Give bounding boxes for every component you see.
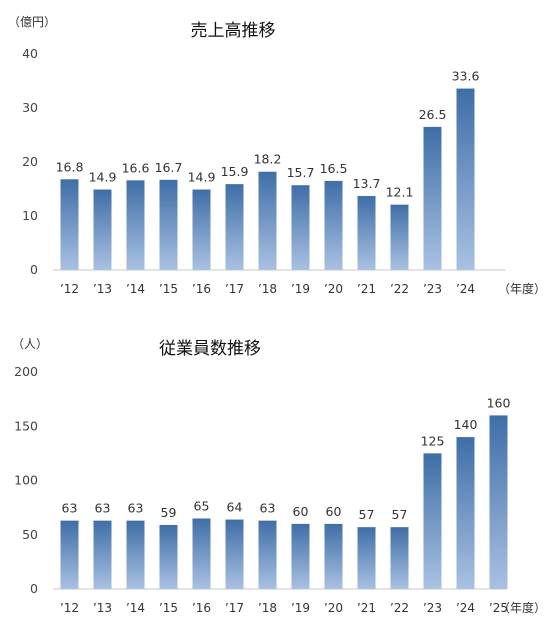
x-category-label: ’25 [489,601,508,615]
bar [60,520,79,589]
bar-value-label: 15.7 [287,165,315,180]
x-category-label: ’22 [390,601,409,615]
x-category-label: ’21 [357,601,376,615]
x-category-label: ’13 [93,282,112,296]
bar-value-label: 64 [227,500,243,515]
y-tick-label: 0 [30,581,38,596]
bar [93,520,112,589]
y-axis-unit-label: （人） [12,337,48,351]
x-category-label: ’14 [126,601,145,615]
bar-value-label: 65 [194,498,210,513]
x-category-label: ’12 [60,601,79,615]
x-category-label: ’12 [60,282,79,296]
bar [225,519,244,589]
x-category-label: ’24 [456,601,475,615]
bar [489,415,508,589]
x-category-label: ’19 [291,601,310,615]
bar-value-label: 125 [421,433,445,448]
bar-value-label: 63 [260,501,276,516]
y-tick-label: 40 [22,46,38,61]
bar [159,179,178,270]
x-category-label: ’20 [324,282,343,296]
bar-value-label: 16.5 [320,161,348,176]
bar [93,189,112,270]
bar [258,171,277,270]
bar [60,179,79,270]
bar-value-label: 16.7 [155,160,183,175]
bar-value-label: 14.9 [188,170,216,185]
y-tick-label: 150 [14,418,38,433]
bar-value-label: 14.9 [89,170,117,185]
bar [291,523,310,589]
x-category-label: ’16 [192,601,211,615]
y-tick-label: 0 [30,262,38,277]
bar-value-label: 60 [326,504,342,519]
bar [324,180,343,270]
bar-value-label: 33.6 [452,69,480,84]
bar [225,184,244,270]
x-category-label: ’17 [225,601,244,615]
y-tick-label: 200 [14,364,38,379]
bar [423,453,442,589]
bar [390,527,409,589]
x-category-label: ’13 [93,601,112,615]
bar [192,518,211,589]
bar-value-label: 26.5 [419,107,447,122]
bar [258,520,277,589]
y-tick-label: 50 [22,527,38,542]
bar [159,524,178,589]
bar [357,527,376,589]
bar [126,180,145,270]
bar [291,185,310,270]
bar-value-label: 63 [128,501,144,516]
x-category-label: ’21 [357,282,376,296]
bar-value-label: 63 [62,501,78,516]
y-tick-label: 30 [22,100,38,115]
bar-value-label: 16.6 [122,160,150,175]
x-category-label: ’14 [126,282,145,296]
bar-value-label: 60 [293,504,309,519]
bar-value-label: 15.9 [221,164,249,179]
x-category-label: ’17 [225,282,244,296]
bar-value-label: 57 [392,507,408,522]
x-category-label: ’20 [324,601,343,615]
y-axis-unit-label: （億円） [8,15,56,29]
chart-title: 従業員数推移 [159,339,261,359]
x-category-label: ’18 [258,282,277,296]
y-tick-label: 20 [22,154,38,169]
bar [192,189,211,270]
x-category-label: ’23 [423,601,442,615]
x-axis-unit-label: （年度） [498,281,546,296]
bar [456,437,475,589]
bar-value-label: 59 [161,505,177,520]
bar [324,523,343,589]
bar [126,520,145,589]
bar-value-label: 12.1 [386,185,414,200]
bar-value-label: 16.8 [56,159,84,174]
x-category-label: ’19 [291,282,310,296]
y-tick-label: 100 [14,473,38,488]
x-category-label: ’15 [159,601,178,615]
bar-value-label: 63 [95,501,111,516]
x-category-label: ’23 [423,282,442,296]
bar-value-label: 57 [359,507,375,522]
bar [390,204,409,270]
bar [423,126,442,271]
chart-title: 売上高推移 [191,21,276,41]
bar [456,88,475,270]
x-category-label: ’15 [159,282,178,296]
bar-value-label: 160 [487,395,511,410]
y-tick-label: 10 [22,208,38,223]
bar-value-label: 18.2 [254,152,282,167]
x-category-label: ’22 [390,282,409,296]
bar [357,196,376,270]
bar-value-label: 140 [454,417,478,432]
x-category-label: ’18 [258,601,277,615]
bar-value-label: 13.7 [353,176,381,191]
x-category-label: ’16 [192,282,211,296]
x-axis-unit-label: （年度） [498,600,546,615]
x-category-label: ’24 [456,282,475,296]
